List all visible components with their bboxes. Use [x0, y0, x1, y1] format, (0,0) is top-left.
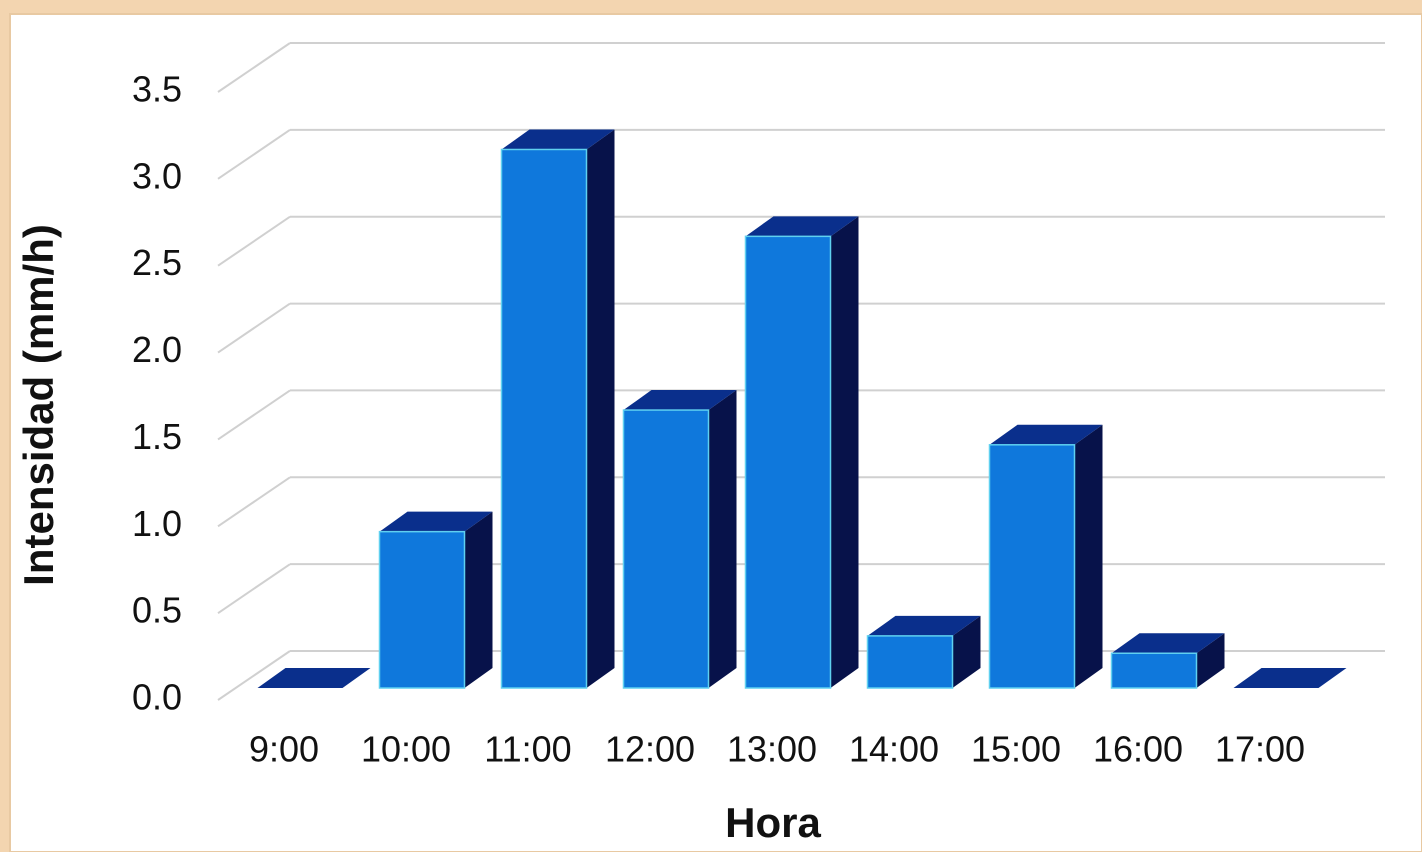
bar [988, 444, 1076, 689]
bar-top [867, 615, 981, 636]
x-tick-label: 11:00 [484, 729, 571, 770]
bar-side [708, 390, 737, 688]
x-tick-label: 17:00 [1215, 729, 1305, 770]
bar [500, 148, 588, 689]
bar-side [1196, 633, 1225, 688]
x-axis-title: Hora [725, 799, 821, 846]
y-tick-label: 3.5 [132, 69, 182, 110]
y-tick-label: 0.0 [132, 677, 182, 718]
grid-line-depth [217, 650, 291, 701]
x-tick-label: 16:00 [1093, 729, 1183, 770]
bar [378, 530, 466, 689]
bar [1110, 652, 1198, 689]
x-tick-label: 15:00 [971, 729, 1061, 770]
bar-top [257, 668, 371, 688]
y-tick-label: 1.0 [132, 503, 182, 544]
bar-top [745, 216, 859, 237]
x-tick-label: 9:00 [249, 729, 319, 770]
bar [866, 635, 954, 689]
grid-line-depth [217, 389, 291, 441]
x-tick-label: 13:00 [727, 729, 817, 770]
grid-line-depth [217, 563, 291, 614]
y-tick-label: 3.0 [132, 155, 182, 196]
x-tick-label: 12:00 [605, 729, 695, 770]
y-tick-label: 1.5 [132, 416, 182, 457]
bar-side [830, 216, 859, 689]
bar [622, 409, 710, 689]
y-tick-label: 0.5 [132, 590, 182, 631]
bar-top [623, 390, 737, 411]
y-tick-label: 2.5 [132, 242, 182, 283]
grid-line-depth [217, 476, 291, 528]
bar-side [952, 615, 981, 688]
bar [744, 235, 832, 689]
bar-top [1233, 668, 1347, 688]
y-axis-title: Intensidad (mm/h) [15, 224, 62, 586]
grid-line-depth [217, 129, 291, 180]
grid-line-depth [217, 42, 291, 93]
bar-top [989, 424, 1103, 445]
x-tick-label: 14:00 [849, 729, 939, 770]
y-tick-label: 2.0 [132, 329, 182, 370]
bar-side [586, 129, 615, 688]
grid-line-depth [217, 215, 291, 267]
bar-top [379, 511, 493, 532]
x-tick-label: 10:00 [361, 729, 451, 770]
bar-side [1074, 424, 1103, 688]
bar-side [464, 511, 493, 688]
bar-top [1111, 633, 1225, 654]
grid-line-depth [217, 302, 291, 354]
bar-top [501, 129, 615, 150]
